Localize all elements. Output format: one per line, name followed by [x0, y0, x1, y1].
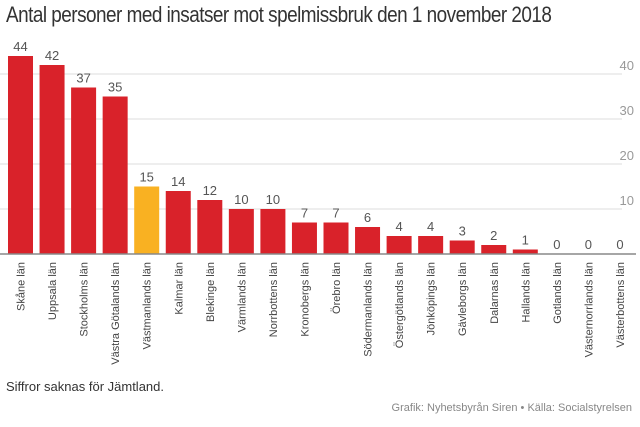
- data-label: 12: [203, 183, 217, 198]
- bar: [134, 186, 160, 254]
- data-label: 37: [76, 71, 90, 86]
- data-label: 10: [234, 192, 248, 207]
- bar: [197, 200, 223, 254]
- x-tick-label: Gävleborgs län: [457, 262, 469, 336]
- bar: [386, 236, 412, 254]
- x-tick-label: Örebro län: [331, 262, 343, 314]
- data-label: 0: [553, 237, 560, 252]
- data-label: 15: [139, 170, 153, 185]
- x-tick-label: Östergötlands län: [394, 262, 406, 348]
- data-label: 4: [395, 219, 402, 234]
- y-tick-label: 30: [620, 103, 634, 118]
- x-tick-label: Västmanlands län: [142, 262, 154, 349]
- data-label: 7: [301, 206, 308, 221]
- x-tick-label: Värmlands län: [236, 262, 248, 332]
- source-credit: Grafik: Nyhetsbyrån Siren • Källa: Socia…: [391, 402, 632, 414]
- bar: [481, 245, 507, 254]
- x-tick-label: Dalarnas län: [489, 262, 501, 324]
- bar: [39, 65, 65, 254]
- bar: [355, 227, 381, 254]
- data-label: 10: [266, 192, 280, 207]
- x-tick-label: Västerbottens län: [615, 262, 627, 348]
- data-label: 14: [171, 174, 185, 189]
- x-tick-label: Stockholms län: [79, 262, 91, 337]
- bar: [512, 249, 538, 254]
- y-tick-label: 20: [620, 148, 634, 163]
- x-tick-label: Kronobergs län: [299, 262, 311, 337]
- bar: [71, 87, 97, 254]
- data-label: 42: [45, 48, 59, 63]
- data-label: 35: [108, 80, 122, 95]
- y-tick-label: 10: [620, 193, 634, 208]
- x-tick-label: Hallands län: [520, 262, 532, 323]
- bar: [102, 96, 128, 254]
- x-tick-label: Norrbottens län: [268, 262, 280, 337]
- x-tick-label: Västra Götalands län: [110, 262, 122, 365]
- bar: [291, 222, 317, 254]
- data-label: 0: [616, 237, 623, 252]
- footnote: Siffror saknas för Jämtland.: [6, 379, 164, 394]
- data-label: 6: [364, 210, 371, 225]
- x-tick-label: Skåne län: [16, 262, 28, 311]
- bar: [323, 222, 349, 254]
- data-label: 4: [427, 219, 434, 234]
- bar: [260, 209, 286, 254]
- data-label: 3: [459, 224, 466, 239]
- x-tick-label: Västernorrlands län: [583, 262, 595, 357]
- x-tick-label: Jönköpings län: [426, 262, 438, 335]
- y-tick-label: 40: [620, 58, 634, 73]
- data-label: 1: [522, 233, 529, 248]
- data-label: 44: [13, 39, 27, 54]
- data-label: 0: [585, 237, 592, 252]
- x-tick-label: Uppsala län: [47, 262, 59, 320]
- bar: [165, 191, 191, 254]
- x-tick-label: Blekinge län: [205, 262, 217, 322]
- bar: [449, 240, 475, 254]
- x-tick-label: Gotlands län: [552, 262, 564, 324]
- bar: [8, 56, 33, 254]
- x-tick-label: Kalmar län: [173, 262, 185, 315]
- data-label: 7: [332, 206, 339, 221]
- bar: [418, 236, 444, 254]
- data-label: 2: [490, 228, 497, 243]
- bar: [228, 209, 254, 254]
- x-tick-label: Södermanlands län: [363, 262, 375, 357]
- chart-title: Antal personer med insatser mot spelmiss…: [6, 2, 552, 27]
